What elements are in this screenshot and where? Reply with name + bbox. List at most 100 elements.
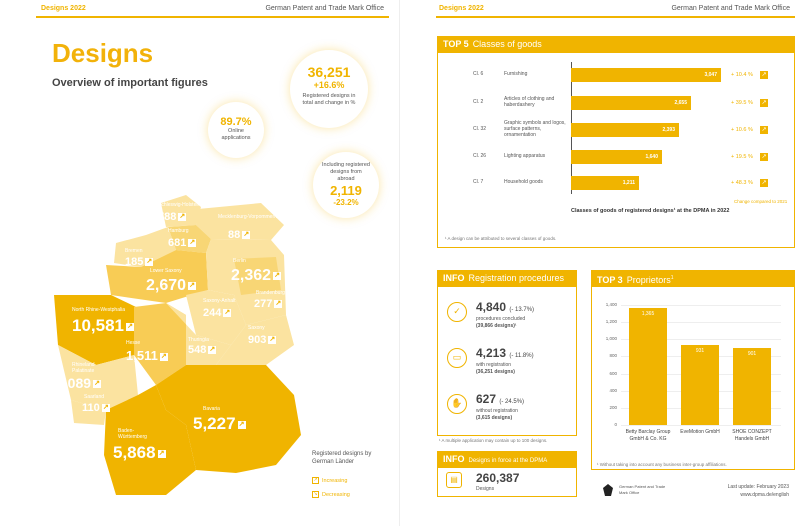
- info-force-value: 260,387: [476, 471, 520, 485]
- class-change: + 48.3 %: [731, 180, 753, 186]
- increasing-arrow-icon: ↗: [312, 477, 319, 484]
- map-state-hamburg: [168, 225, 211, 253]
- legend-decreasing: ↘ Decreasing: [312, 491, 350, 498]
- top3-y-tick: 1,000: [605, 336, 617, 342]
- info-force-text: Designs: [476, 486, 495, 492]
- increasing-arrow-icon: ↗: [760, 179, 768, 187]
- state-label-mecklenburg: Mecklenburg-Vorpommern: [218, 214, 277, 220]
- footer-updated: Last update: February 2023: [727, 484, 789, 490]
- header-rule-right: [436, 16, 795, 18]
- state-label-baden-wuerttemberg: Baden-Württemberg: [118, 428, 147, 440]
- hand-icon: ✋: [447, 394, 467, 414]
- top5-change-note: Change compared to 2021: [734, 199, 788, 204]
- class-name: Articles of clothing and haberdashery: [504, 96, 555, 108]
- info-force-heading: INFO Designs in force at the DPMA: [437, 451, 577, 468]
- class-code: Cl. 32: [473, 126, 487, 132]
- info-force-heading-bold: INFO: [443, 454, 465, 464]
- state-label-saxony-anhalt: Saxony-Anhalt: [203, 298, 236, 304]
- abroad-designs-bubble: Including registered designs from abroad…: [313, 152, 379, 218]
- top3-category-label: SHOE CONZEPT Handels GmbH: [732, 429, 772, 442]
- top3-heading-text: Proprietors: [626, 275, 671, 285]
- total-designs-change: +16.6%: [313, 80, 345, 90]
- class-row: Cl. 6 Furnishing 3,047 + 10.4 % ↗: [431, 68, 805, 82]
- top3-y-tick: 1,400: [605, 302, 617, 307]
- increasing-arrow-icon: ↗: [126, 322, 134, 331]
- top3-footnote: ¹ Without taking into account any busine…: [597, 462, 727, 467]
- class-bar: 1,640: [571, 150, 662, 164]
- header-left-label-right: Designs 2022: [439, 5, 484, 12]
- class-code: Cl. 2: [473, 99, 484, 105]
- dpma-logo-text: German Patent and Trade Mark Office: [619, 484, 666, 495]
- state-value-bavaria: 5,227 ↗: [193, 414, 246, 433]
- top3-gridline: [621, 305, 781, 306]
- info-registration-heading: INFO Registration procedures: [437, 270, 577, 287]
- top3-gridline: [621, 339, 781, 341]
- info-text-1: without registration: [476, 408, 518, 414]
- increasing-arrow-icon: ↗: [268, 336, 277, 345]
- state-value-bremen: 185 ↗: [125, 256, 154, 268]
- state-value-thuringia: 548 ↗: [188, 344, 217, 356]
- map-legend-title: Registered designs by German Länder: [312, 451, 372, 465]
- state-label-thuringia: Thuringia: [188, 337, 209, 343]
- header-left-label: Designs 2022: [41, 5, 86, 12]
- state-label-saarland: Saarland: [84, 394, 105, 400]
- map-state-nrw: [54, 295, 136, 365]
- info-registration-heading-bold: INFO: [443, 273, 465, 283]
- legend-increasing-label: Increasing: [322, 477, 348, 484]
- abroad-designs-change: -23.2%: [333, 198, 359, 207]
- germany-map: [36, 195, 346, 525]
- right-page: Designs 2022 German Patent and Trade Mar…: [431, 0, 805, 526]
- state-label-rhineland-palatinate: Rhineland-Palatinate: [72, 362, 97, 374]
- state-label-hesse: Hesse: [126, 340, 141, 346]
- map-state-baden-wuerttemberg: [104, 385, 196, 495]
- state-value-mecklenburg: 88 ↗: [228, 229, 251, 241]
- page-header-right: Designs 2022 German Patent and Trade Mar…: [431, 0, 805, 18]
- top3-heading-bold: TOP 3: [597, 275, 623, 285]
- map-state-hesse: [134, 303, 186, 385]
- total-designs-value: 36,251: [307, 64, 351, 80]
- top3-category-label: Betty Barclay Group GmbH & Co. KG: [625, 429, 671, 442]
- class-name: Graphic symbols and logos, surface patte…: [504, 120, 566, 138]
- class-row: Cl. 32 Graphic symbols and logos, surfac…: [431, 120, 805, 138]
- info-registration-heading-text: Registration procedures: [468, 273, 565, 283]
- map-state-mecklenburg: [196, 203, 284, 240]
- increasing-arrow-icon: ↗: [188, 239, 197, 248]
- footer-url[interactable]: www.dpma.de/english: [740, 492, 789, 498]
- increasing-arrow-icon: ↗: [145, 258, 154, 267]
- state-value-saarland: 110 ↗: [82, 402, 110, 414]
- state-label-berlin: Berlin: [233, 258, 246, 264]
- map-state-lower-saxony: [106, 250, 208, 303]
- increasing-arrow-icon: ↗: [101, 404, 110, 413]
- abroad-designs-text: Including registered designs from abroad: [321, 162, 370, 182]
- state-value-brandenburg: 277 ↗: [254, 298, 283, 310]
- increasing-arrow-icon: ↗: [760, 126, 768, 134]
- state-value-rhineland-palatinate: 2,089 ↗: [56, 375, 102, 391]
- class-bar: 2,655: [571, 96, 691, 110]
- class-row: Cl. 7 Household goods 1,211 + 48.3 % ↗: [431, 176, 805, 190]
- top5-heading-bold: TOP 5: [443, 39, 469, 49]
- top3-category-label: EveMotion GmbH: [680, 429, 720, 435]
- increasing-arrow-icon: ↗: [237, 420, 246, 429]
- state-value-schleswig-holstein: 788 ↗: [158, 211, 187, 223]
- info-registration-footnote: ¹ A multiple application may contain up …: [439, 438, 548, 443]
- class-bar: 1,211: [571, 176, 639, 190]
- online-applications-bubble: 89.7% Online applications: [208, 102, 264, 158]
- map-state-schleswig-holstein: [161, 195, 201, 227]
- online-applications-value: 89.7%: [220, 116, 252, 128]
- top3-y-tick: 600: [609, 370, 617, 376]
- top3-y-tick: 1,200: [605, 319, 617, 325]
- map-state-saxony: [216, 315, 294, 365]
- info-value-number: 4,213: [476, 346, 507, 360]
- top3-heading: TOP 3 Proprietors1: [591, 270, 795, 287]
- increasing-arrow-icon: ↗: [273, 271, 282, 280]
- top3-y-tick: 0: [614, 422, 617, 427]
- class-name: Household goods: [504, 179, 543, 185]
- top3-heading-sup: 1: [670, 275, 674, 281]
- info-force-heading-text: Designs in force at the DPMA: [468, 458, 548, 464]
- info-value: 627 (- 24.5%): [476, 392, 524, 406]
- increasing-arrow-icon: ↗: [93, 380, 102, 389]
- info-text-2: (39,866 designs)¹: [476, 323, 517, 329]
- increasing-arrow-icon: ↗: [760, 99, 768, 107]
- info-value-change: (- 11.8%): [509, 353, 534, 359]
- class-row: Cl. 26 Lighting apparatus 1,640 + 19.5 %…: [431, 150, 805, 164]
